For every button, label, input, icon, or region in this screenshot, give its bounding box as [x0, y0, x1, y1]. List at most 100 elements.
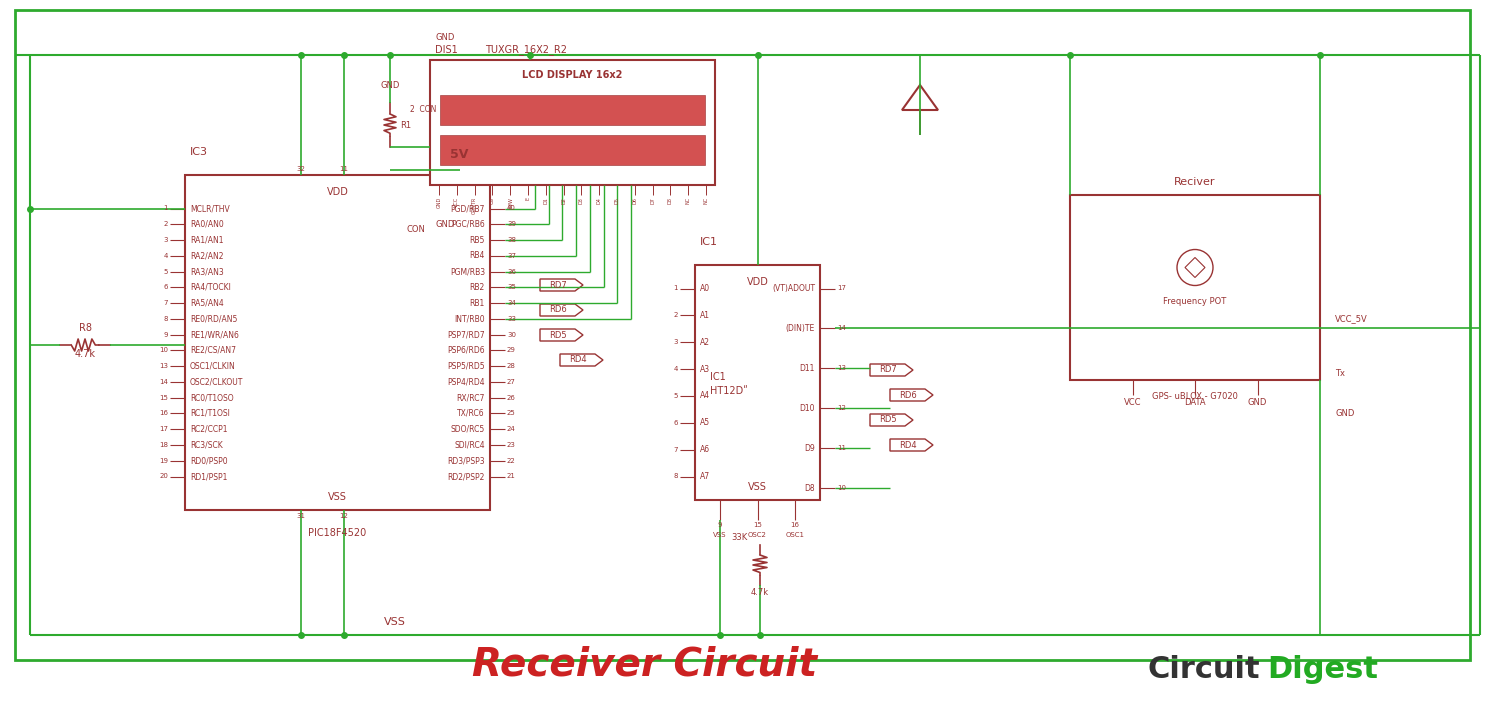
Text: Tx: Tx [1335, 370, 1346, 379]
Text: 37: 37 [507, 253, 516, 259]
Text: 31: 31 [297, 513, 306, 519]
Text: RA3/AN3: RA3/AN3 [190, 267, 224, 276]
Text: VSS: VSS [748, 482, 766, 492]
Text: VSS: VSS [714, 532, 726, 538]
Text: 36: 36 [507, 268, 516, 275]
Text: 9: 9 [717, 522, 723, 528]
Text: 8: 8 [674, 474, 678, 479]
Text: GND: GND [435, 220, 454, 229]
Text: RD5: RD5 [879, 415, 897, 425]
Text: 22: 22 [507, 458, 516, 464]
Text: RC3/SCK: RC3/SCK [190, 441, 222, 449]
Text: CON: CON [406, 225, 424, 234]
Text: A4: A4 [700, 391, 709, 401]
Text: 21: 21 [507, 474, 516, 479]
Text: RD6: RD6 [549, 306, 567, 315]
Text: 15: 15 [159, 395, 168, 401]
Text: Digest: Digest [1268, 655, 1378, 684]
Text: A3: A3 [700, 365, 709, 374]
Text: 5: 5 [164, 268, 168, 275]
Text: RA4/TOCKI: RA4/TOCKI [190, 283, 231, 292]
Text: CONTR: CONTR [472, 197, 477, 214]
Text: 25: 25 [507, 410, 516, 417]
Text: 33K: 33K [732, 533, 748, 542]
Text: A0: A0 [700, 284, 709, 293]
Text: E: E [525, 197, 531, 200]
Text: 32: 32 [297, 166, 306, 172]
Text: IC1: IC1 [710, 372, 726, 382]
Text: RB5: RB5 [470, 236, 484, 244]
Text: A1: A1 [700, 311, 709, 320]
Text: RD1/PSP1: RD1/PSP1 [190, 472, 228, 481]
Text: RA1/AN1: RA1/AN1 [190, 236, 224, 244]
Text: 10: 10 [159, 347, 168, 353]
Text: SDI/RC4: SDI/RC4 [454, 441, 484, 449]
Text: VCC: VCC [454, 197, 459, 207]
Text: 18: 18 [159, 442, 168, 448]
Text: RA2/AN2: RA2/AN2 [190, 251, 224, 260]
Text: PIC18F4520: PIC18F4520 [309, 528, 366, 538]
Bar [440, 135, 705, 165]
Text: 11: 11 [339, 166, 348, 172]
Text: 4: 4 [164, 253, 168, 259]
Text: D5: D5 [615, 197, 620, 204]
Text: DATA: DATA [1184, 398, 1206, 407]
Text: 26: 26 [507, 395, 516, 401]
Text: 12: 12 [837, 406, 846, 411]
Text: D6: D6 [633, 197, 638, 204]
Text: IC1: IC1 [700, 237, 718, 247]
Text: RD4: RD4 [898, 441, 916, 449]
Text: 7: 7 [674, 446, 678, 453]
Bar [430, 60, 716, 185]
Text: RD3/PSP3: RD3/PSP3 [447, 456, 485, 465]
Text: 3: 3 [164, 237, 168, 243]
Text: 29: 29 [507, 347, 516, 353]
Text: HT12Dʺ: HT12Dʺ [710, 386, 747, 396]
Text: NC: NC [704, 197, 708, 204]
Text: 24: 24 [507, 426, 516, 432]
Text: PSP6/RD6: PSP6/RD6 [447, 346, 485, 355]
Text: (DIN)TE: (DIN)TE [786, 324, 814, 333]
Text: 17: 17 [837, 286, 846, 291]
Text: 1: 1 [674, 286, 678, 291]
Text: 39: 39 [507, 221, 516, 227]
Text: RA0/AN0: RA0/AN0 [190, 220, 224, 229]
Text: RD5: RD5 [549, 330, 567, 339]
Text: RA5/AN4: RA5/AN4 [190, 298, 224, 308]
Text: VDD: VDD [327, 187, 348, 197]
Text: RB4: RB4 [470, 251, 484, 260]
Text: RD0/PSP0: RD0/PSP0 [190, 456, 228, 465]
Text: 33: 33 [507, 316, 516, 322]
Bar [440, 95, 705, 125]
Text: R/W: R/W [507, 197, 513, 207]
Text: Receiver Circuit: Receiver Circuit [472, 646, 818, 684]
Text: VDD: VDD [747, 277, 768, 287]
Text: 16: 16 [790, 522, 800, 528]
Text: 13: 13 [837, 365, 846, 372]
Text: 35: 35 [507, 284, 516, 290]
Text: 38: 38 [507, 237, 516, 243]
Text: 14: 14 [159, 379, 168, 385]
Text: TUXGR_16X2_R2: TUXGR_16X2_R2 [484, 44, 567, 55]
Text: D8: D8 [804, 484, 814, 493]
Text: 15: 15 [753, 522, 762, 528]
Text: RD2/PSP2: RD2/PSP2 [447, 472, 485, 481]
Text: Frequency POT: Frequency POT [1164, 298, 1227, 306]
Text: PSP5/RD5: PSP5/RD5 [447, 362, 485, 370]
Text: PGD/RB7: PGD/RB7 [450, 204, 484, 213]
Text: RB2: RB2 [470, 283, 484, 292]
Text: 23: 23 [507, 442, 516, 448]
Bar [184, 175, 490, 510]
Text: 13: 13 [159, 363, 168, 369]
Text: A5: A5 [700, 418, 709, 427]
Text: VCC_5V: VCC_5V [1335, 315, 1368, 323]
Text: 3: 3 [674, 339, 678, 345]
Text: DIS1: DIS1 [435, 45, 457, 55]
Text: SDO/RC5: SDO/RC5 [450, 425, 484, 434]
Text: 5V: 5V [450, 149, 468, 161]
Text: R8: R8 [78, 323, 92, 333]
Text: 30: 30 [507, 332, 516, 338]
Text: 10: 10 [837, 485, 846, 491]
Text: RE1/WR/AN6: RE1/WR/AN6 [190, 330, 238, 339]
Text: Circuit: Circuit [1148, 655, 1260, 684]
